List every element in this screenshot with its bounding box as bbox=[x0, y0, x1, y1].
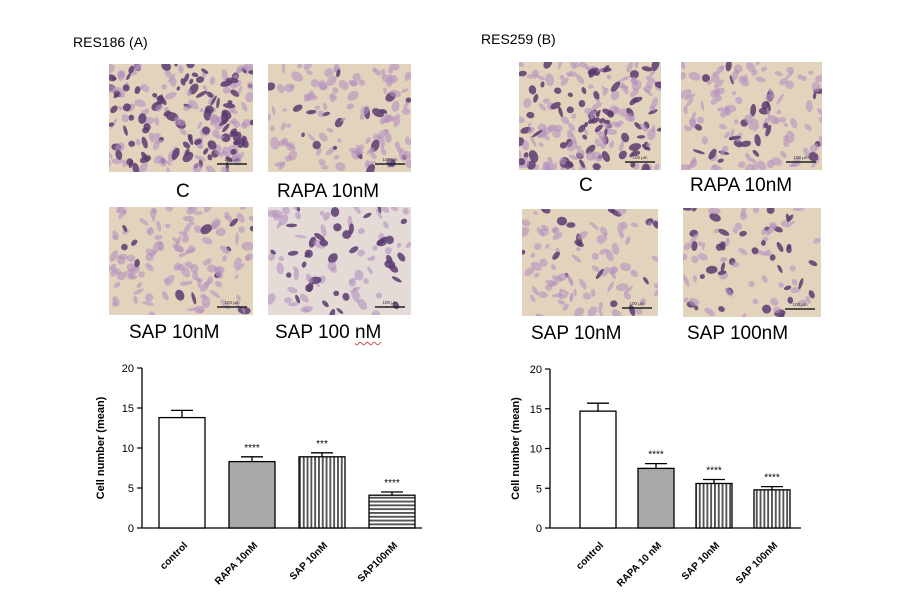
y-axis-label: Cell number (mean) bbox=[95, 396, 107, 499]
category-label: control bbox=[158, 540, 190, 572]
significance-label: **** bbox=[244, 443, 260, 454]
caption-a-sap-100nm: SAP 100 nM bbox=[275, 322, 381, 344]
y-tick-label: 5 bbox=[536, 483, 542, 495]
category-label: SAP 10nM bbox=[288, 540, 330, 582]
category-label: SAP100nM bbox=[356, 540, 400, 584]
bar bbox=[368, 494, 416, 529]
scale-bar-label: 100 µm bbox=[224, 157, 239, 162]
panel-b-title: RES259 (B) bbox=[481, 31, 556, 47]
y-tick-label: 5 bbox=[128, 483, 134, 495]
scale-bar: 100 µm bbox=[785, 302, 815, 310]
significance-label: **** bbox=[384, 478, 400, 489]
micrograph-a-control: 100 µm bbox=[109, 64, 253, 172]
caption-b-control: C bbox=[579, 175, 593, 196]
significance-label: **** bbox=[648, 450, 664, 461]
micrograph-a-sap-100nm: 100 µm bbox=[268, 207, 411, 315]
category-label: RAPA 10 nM bbox=[615, 540, 664, 589]
micrograph-b-control: 100 µm bbox=[519, 62, 661, 170]
category-label: RAPA 10nM bbox=[213, 540, 260, 587]
bar bbox=[298, 456, 346, 529]
caption-a-sap-100nm-unit: nM bbox=[354, 322, 382, 343]
bar bbox=[158, 416, 206, 529]
scale-bar-label: 100 µm bbox=[382, 300, 397, 305]
bar bbox=[228, 460, 276, 529]
scale-bar: 100 µm bbox=[217, 300, 247, 308]
scale-bar-label: 100 µm bbox=[629, 301, 644, 306]
y-tick-label: 10 bbox=[530, 444, 542, 456]
y-tick-label: 0 bbox=[536, 523, 542, 535]
micrograph-b-rapa-10nm: 100 µm bbox=[681, 62, 822, 170]
y-tick-label: 15 bbox=[530, 404, 542, 416]
micrograph-b-sap-10nm: 100 µm bbox=[522, 209, 658, 316]
caption-a-control: C bbox=[176, 181, 190, 202]
micrograph-a-sap-10nm: 100 µm bbox=[109, 207, 253, 315]
significance-label: *** bbox=[316, 439, 328, 450]
caption-b-sap-10nm: SAP 10nM bbox=[531, 323, 622, 344]
scale-bar-label: 100 µm bbox=[224, 300, 239, 305]
scale-bar-label: 100 µm bbox=[793, 155, 808, 160]
y-axis-label: Cell number (mean) bbox=[510, 397, 522, 500]
category-label: SAP 10nM bbox=[680, 540, 722, 582]
y-tick-label: 15 bbox=[122, 403, 134, 415]
bar bbox=[637, 467, 675, 529]
caption-b-rapa-10nm: RAPA 10nM bbox=[690, 175, 793, 196]
significance-label: **** bbox=[764, 473, 780, 484]
caption-a-sap-100nm-main: SAP 100 bbox=[275, 322, 350, 343]
caption-a-rapa-10nm: RAPA 10nM bbox=[277, 181, 380, 202]
bar bbox=[753, 489, 791, 529]
scale-bar-label: 100 µm bbox=[792, 302, 807, 307]
scale-bar-label: 100 µm bbox=[632, 155, 647, 160]
micrograph-b-sap-100nm: 100 µm bbox=[683, 208, 821, 317]
y-tick-label: 10 bbox=[122, 443, 134, 455]
y-tick-label: 20 bbox=[122, 363, 134, 375]
bar bbox=[579, 410, 617, 529]
bar-chart-a: 0 5 10 15 20 Cell number (mean) control **** RAP… bbox=[95, 363, 422, 587]
bar-chart-b: 0 5 10 15 20 Cell number (mean) control **** RAP… bbox=[510, 364, 801, 589]
scale-bar: 100 µm bbox=[786, 155, 816, 163]
y-tick-label: 0 bbox=[128, 523, 134, 535]
micrograph-a-rapa-10nm: 100 µm bbox=[268, 64, 411, 172]
category-label: control bbox=[574, 540, 606, 572]
scale-bar: 100 µm bbox=[622, 301, 652, 309]
scale-bar: 100 µm bbox=[217, 157, 247, 165]
panel-a-title: RES186 (A) bbox=[73, 34, 148, 50]
category-label: SAP 100nM bbox=[734, 540, 780, 586]
y-tick-label: 20 bbox=[530, 364, 542, 376]
caption-a-sap-10nm: SAP 10nM bbox=[129, 322, 220, 343]
scale-bar: 100 µm bbox=[375, 300, 405, 308]
significance-label: **** bbox=[706, 466, 722, 477]
bar bbox=[695, 482, 733, 529]
caption-b-sap-100nm: SAP 100nM bbox=[687, 323, 789, 344]
scale-bar: 100 µm bbox=[375, 157, 405, 165]
scale-bar: 100 µm bbox=[625, 155, 655, 163]
scale-bar-label: 100 µm bbox=[382, 157, 397, 162]
